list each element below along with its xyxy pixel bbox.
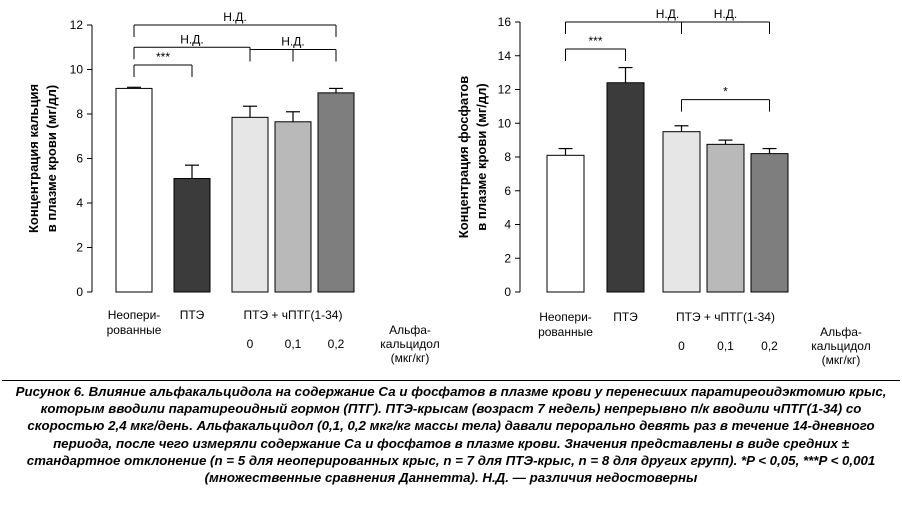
- category-label: ПТЭ: [613, 310, 638, 324]
- significance-label: ***: [156, 50, 170, 64]
- y-tick-label: 6: [76, 152, 83, 166]
- bar: [662, 131, 701, 293]
- bar: [173, 178, 211, 293]
- y-tick-label: 8: [76, 107, 83, 121]
- y-tick-label: 12: [498, 83, 512, 97]
- y-tick-label: 4: [76, 196, 83, 210]
- category-label: ПТЭ + чПТГ(1-34): [676, 310, 775, 324]
- y-axis-title: в плазме крови (мг/дл): [44, 85, 59, 233]
- figure-caption: Рисунок 6. Влияние альфакальцидола на со…: [6, 383, 896, 486]
- significance-label: Н.Д.: [223, 10, 246, 24]
- bar: [606, 82, 645, 293]
- significance-label: Н.Д.: [281, 34, 304, 48]
- significance-label: Н.Д.: [656, 7, 679, 21]
- significance-label: ***: [588, 34, 602, 48]
- dose-title: (мкг/кг): [822, 353, 861, 367]
- caption-text-1: Влияние альфакальцидола на содержание Са…: [26, 384, 887, 468]
- dose-label: 0,2: [761, 339, 778, 353]
- dose-title: (мкг/кг): [391, 351, 430, 365]
- y-tick-label: 14: [498, 49, 512, 63]
- caption-divider: [2, 380, 900, 381]
- y-axis-title: Концентрация фосфатов: [456, 76, 471, 238]
- bar: [115, 87, 153, 293]
- dose-title: Альфа-: [389, 323, 431, 337]
- bar: [317, 92, 355, 293]
- y-tick-label: 2: [76, 241, 83, 255]
- significance-label: Н.Д.: [180, 32, 203, 46]
- significance-label: *: [723, 85, 728, 99]
- caption-text-3: < 0,001 (множественные сравнения Даннетт…: [204, 452, 876, 486]
- bar: [546, 154, 585, 293]
- y-tick-label: 2: [504, 251, 511, 265]
- dose-label: 0,2: [328, 337, 345, 351]
- y-tick-label: 6: [504, 184, 511, 198]
- y-tick-label: 8: [504, 150, 511, 164]
- dose-label: 0: [678, 339, 685, 353]
- category-label: рованные: [538, 325, 593, 339]
- dose-title: кальцидол: [811, 339, 870, 353]
- dose-label: 0: [247, 337, 254, 351]
- bar: [274, 121, 312, 293]
- y-tick-label: 0: [76, 285, 83, 299]
- category-label: Неопери-: [539, 310, 592, 324]
- dose-label: 0,1: [285, 337, 302, 351]
- y-tick-label: 12: [70, 18, 84, 32]
- caption-p-1: P: [746, 452, 755, 468]
- y-tick-label: 4: [504, 218, 511, 232]
- dose-title: кальцидол: [380, 337, 439, 351]
- y-tick-label: 16: [498, 15, 512, 29]
- category-label: ПТЭ + чПТГ(1-34): [244, 308, 343, 322]
- category-label: рованные: [107, 323, 162, 337]
- caption-text-2: < 0,05, ***: [754, 452, 819, 468]
- caption-lead: Рисунок 6.: [15, 384, 85, 399]
- y-axis-title: Концентрация кальция: [26, 84, 41, 233]
- phosphate-chart: 0 2 4 6 8 10 12 14 16 Концентрация фосфатов в плаз…: [456, 7, 871, 367]
- bar: [231, 116, 269, 293]
- bar: [706, 143, 745, 293]
- y-axis-title: в плазме крови (мг/дл): [474, 83, 489, 231]
- y-tick-label: 10: [70, 63, 84, 77]
- dose-title: Альфа-: [820, 325, 862, 339]
- bar: [750, 153, 789, 293]
- caption-p-2: P: [818, 452, 827, 468]
- calcium-chart: 0 2 4 6 8 10 12 Концентрация кальция в плазме кр…: [26, 10, 440, 365]
- category-label: ПТЭ: [180, 308, 205, 322]
- y-tick-label: 0: [504, 285, 511, 299]
- y-tick-label: 10: [498, 116, 512, 130]
- significance-label: Н.Д.: [714, 7, 737, 21]
- dose-label: 0,1: [717, 339, 734, 353]
- category-label: Неопери-: [108, 308, 161, 322]
